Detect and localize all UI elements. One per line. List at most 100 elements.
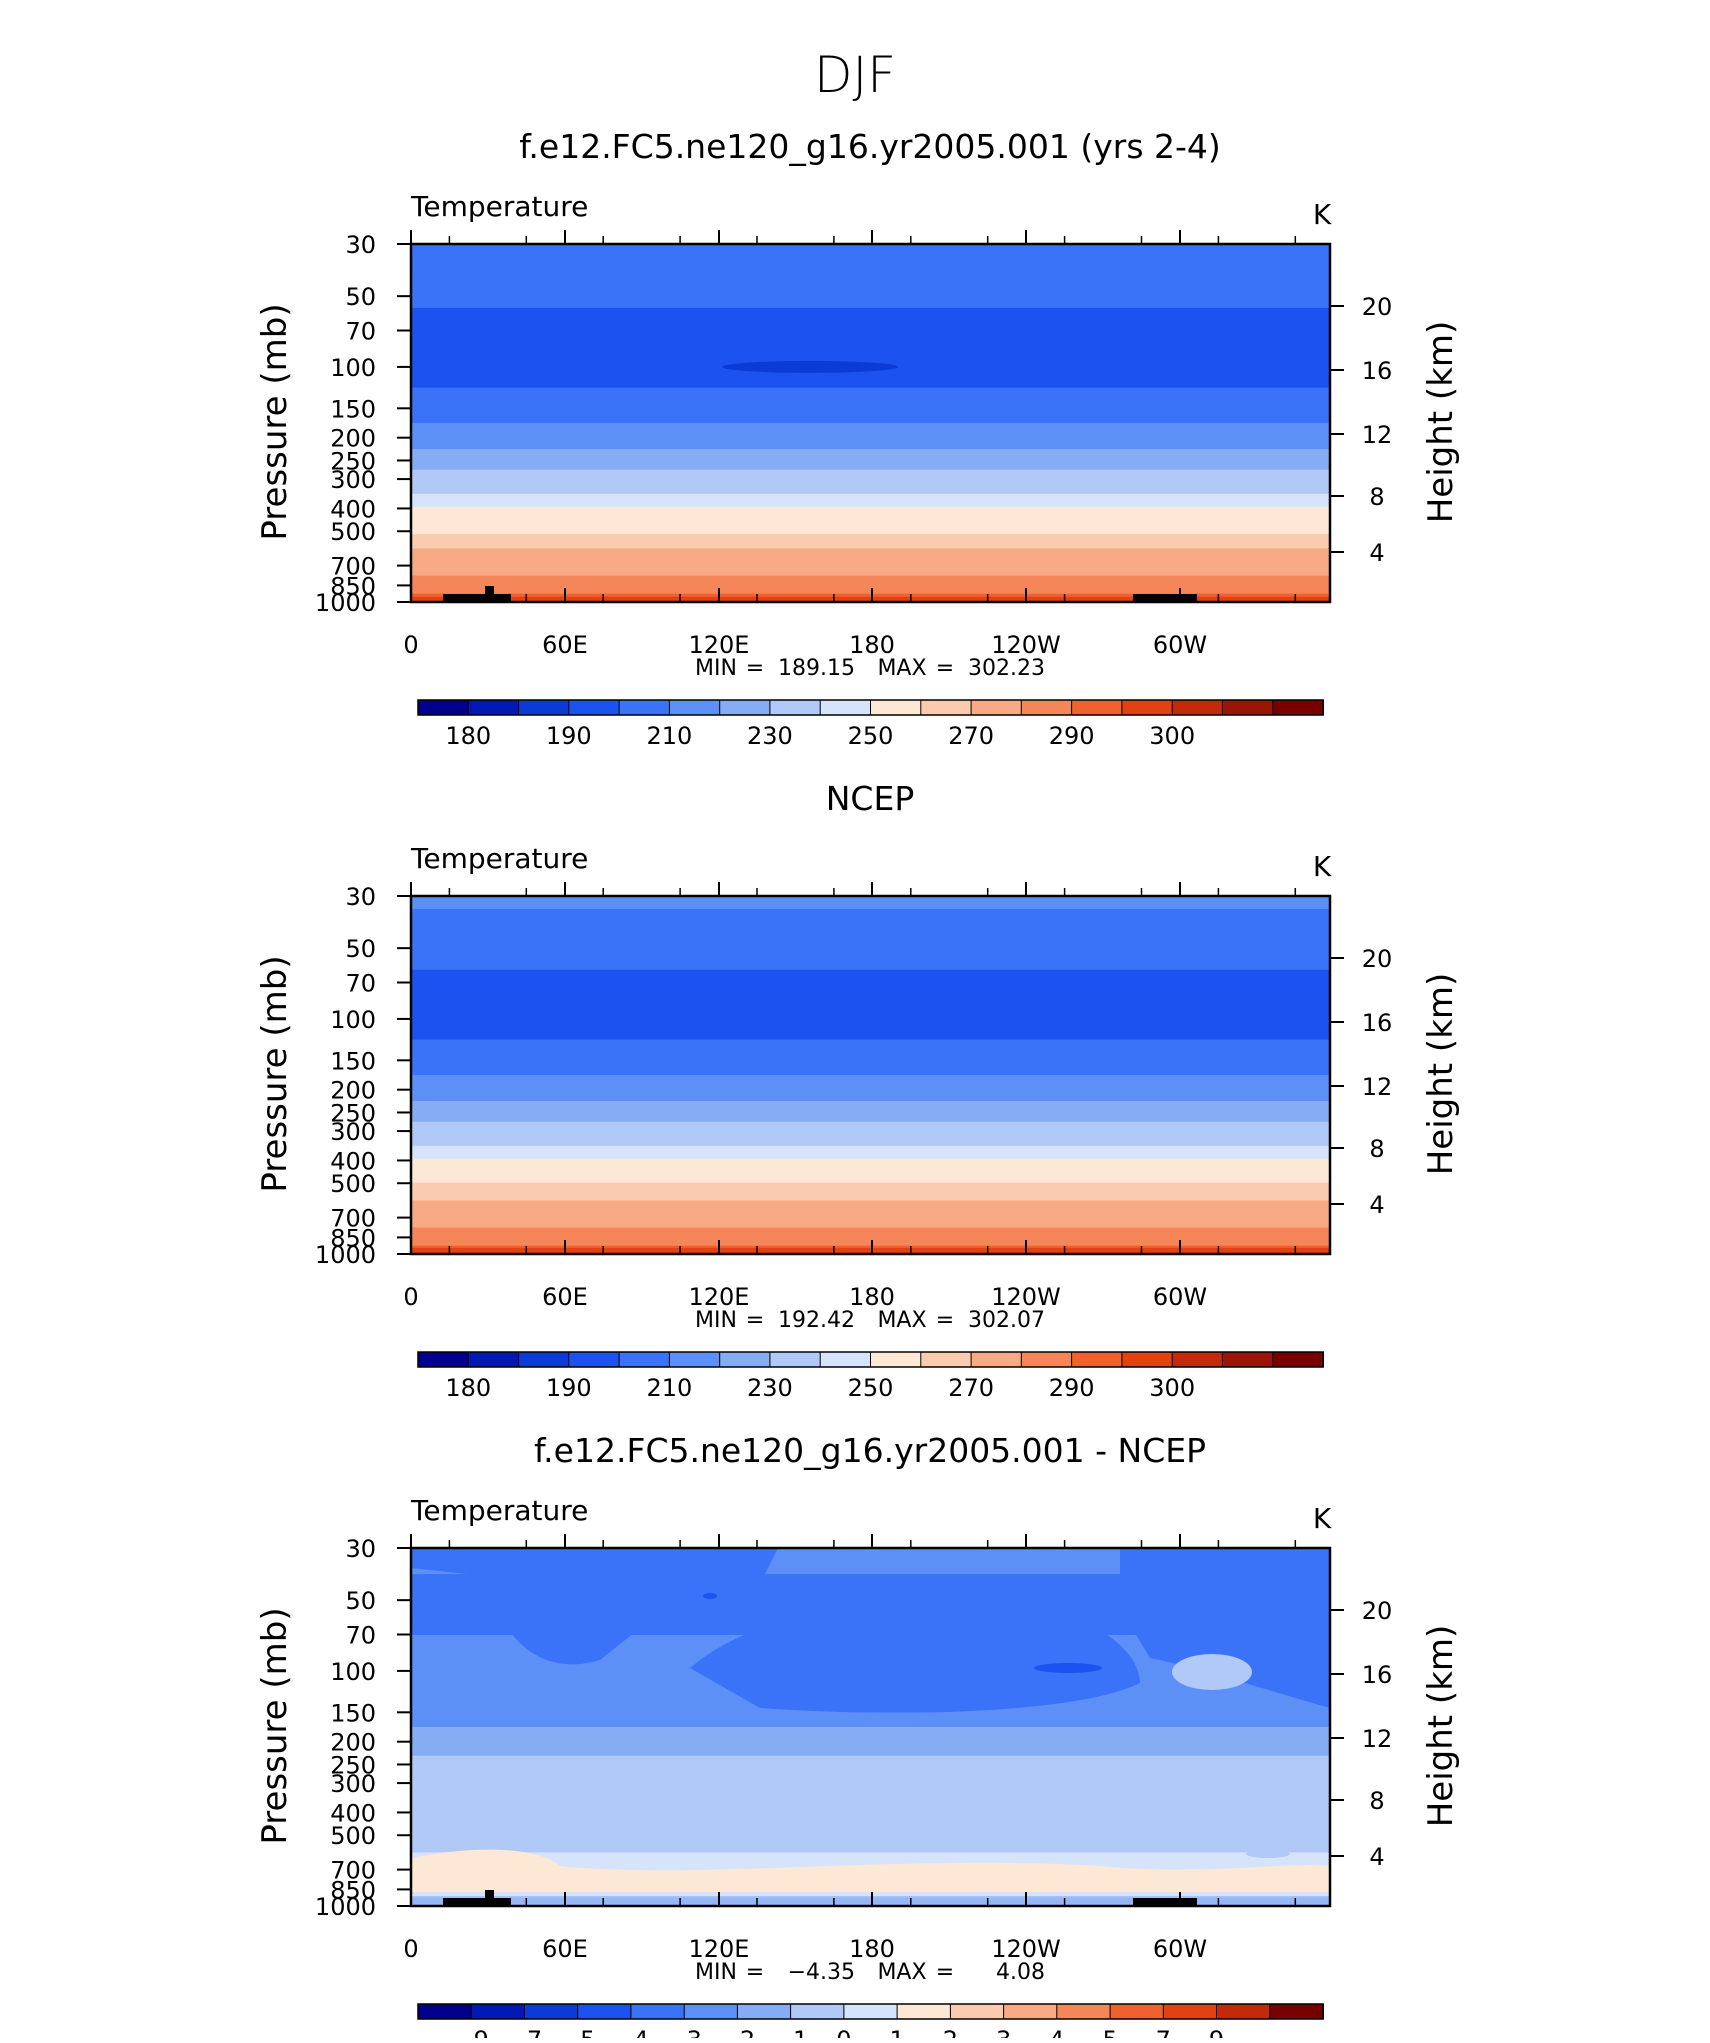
contour-band [411,429,1330,434]
colorbar-label: 2 [943,2026,958,2038]
contour-band [411,534,1330,539]
contour-band [411,1091,1330,1096]
contour-band [411,1807,1330,1812]
contour-band [411,1124,1330,1129]
contour-band [411,275,1330,282]
colorbar-swatch [470,2003,526,2020]
height-tick-label: 8 [1369,1787,1384,1815]
y-tick-label: 30 [345,231,376,259]
contour-band [411,469,1330,474]
y-tick-label: 200 [330,425,376,453]
stat-max-value: 302.07 [968,1308,1045,1333]
y-tick-label: 200 [330,1077,376,1105]
contour-band [411,1179,1330,1184]
contour-band [411,1217,1330,1222]
contour-band [411,1052,1330,1058]
contour-band [411,1203,1330,1208]
difference-contour [1034,1663,1102,1673]
contour-band [411,513,1330,518]
contour-band [411,432,1330,437]
colorbar-swatch [970,699,1023,716]
colorbar-swatch [518,1351,570,1368]
colorbar-swatch [736,2003,792,2020]
contour-band [411,1823,1330,1828]
colorbar-swatch [417,1351,470,1368]
y-tick-label: 700 [330,553,376,581]
colorbar-label: 0 [836,2026,851,2038]
y-axis-label-right: Height (km) [1421,321,1461,524]
contour-band [411,1713,1330,1719]
contour-band [411,527,1330,532]
colorbar-label: 9 [1209,2026,1224,2038]
contour-band [411,1165,1330,1170]
contour-band [411,481,1330,486]
contour-band [411,915,1330,920]
height-tick-label: 16 [1362,1661,1393,1689]
contour-band [411,1182,1330,1187]
contour-band [411,1158,1330,1163]
difference-contour [520,1664,540,1680]
contour-band [411,449,1330,453]
colorbar-label: −3 [667,2026,702,2038]
contour-band [411,1810,1330,1815]
contour-band [411,250,1330,255]
stat-max-label: MAX [877,656,926,681]
stat-min-value: 189.15 [778,656,855,681]
contour-band [411,1114,1330,1118]
contour-band [411,1142,1330,1147]
contour-band [411,996,1330,1002]
page-title: DJF [814,46,896,104]
colorbar-swatch [870,1351,922,1368]
difference-contour [1172,1654,1252,1690]
colorbar-swatch [920,699,973,716]
topography [443,594,511,602]
colorbar-swatch [618,1351,671,1368]
contour-band [411,1075,1330,1079]
contour-band [411,317,1330,323]
contour-band [411,1005,1330,1012]
units-label: K [1313,1502,1332,1535]
contour-band [411,537,1330,542]
colorbar-label: 290 [1049,1374,1095,1402]
contour-band [411,1246,1330,1249]
colorbar-label: 210 [646,1374,692,1402]
x-tick-label: 120W [991,1283,1061,1311]
contour-band [411,1817,1330,1822]
contour-band [411,467,1330,471]
contour-band [411,591,1330,595]
contour-band [411,1103,1330,1107]
height-tick-label: 4 [1369,1843,1384,1871]
contour-band [411,584,1330,588]
contour-band [411,286,1330,293]
contour-band [411,1149,1330,1153]
contour-band [411,1061,1330,1067]
height-tick-label: 4 [1369,539,1384,567]
stat-equals: = [746,656,764,681]
contour-band [411,899,1330,904]
colorbar-swatch [518,699,570,716]
colorbar-label: 250 [848,1374,894,1402]
colorbar-swatch [790,2003,845,2020]
contour-band [411,555,1330,560]
x-tick-label: 0 [403,1935,418,1963]
y-tick-label: 250 [330,447,376,475]
topography [485,1890,494,1906]
topography [1133,594,1197,602]
stat-min-label: MIN [695,1308,737,1333]
contour-band [411,1827,1330,1832]
contour-band [411,1801,1330,1805]
colorbar-swatch [1216,2003,1271,2020]
x-tick-label: 60E [542,631,588,659]
colorbar-swatch [719,1351,772,1368]
colorbar-swatch [683,2003,739,2020]
contour-band [411,270,1330,277]
colorbar-swatch [843,2003,899,2020]
stat-equals: = [936,656,954,681]
stat-max-label: MAX [877,1308,926,1333]
colorbar-swatch [1109,2003,1165,2020]
contour-band [411,1168,1330,1173]
contour-band [411,1020,1330,1026]
contour-band [411,423,1330,427]
contour-band [411,358,1330,364]
